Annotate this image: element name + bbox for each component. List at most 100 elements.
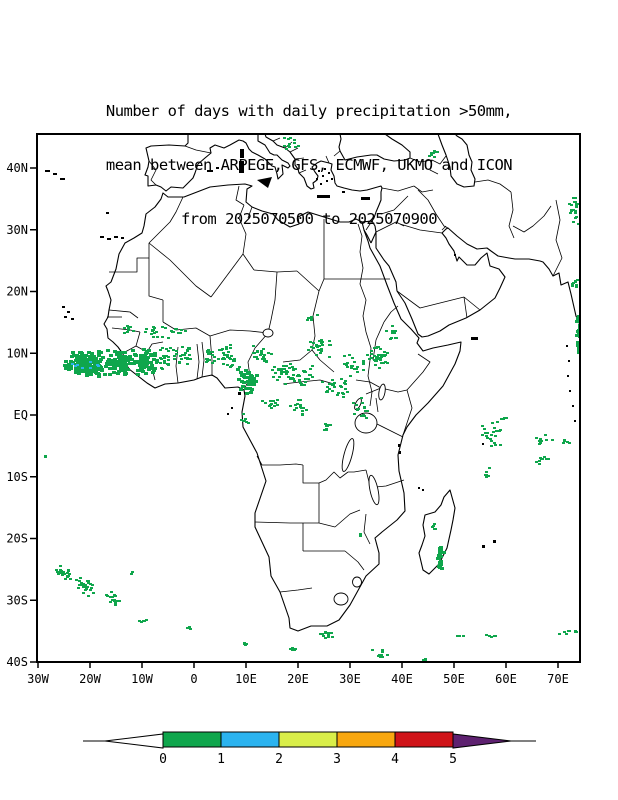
precip-speckle: [260, 350, 263, 352]
precip-speckle: [545, 458, 548, 460]
country-border: [413, 185, 434, 193]
precip-speckle: [127, 329, 130, 331]
precip-speckle: [287, 376, 290, 378]
precip-speckle: [71, 363, 74, 365]
precip-speckle: [562, 442, 565, 444]
precip-speckle: [310, 316, 313, 318]
precip-speckle: [241, 385, 245, 388]
precip-speckle: [437, 565, 441, 568]
country-border: [376, 423, 404, 438]
precip-speckle: [500, 418, 503, 420]
precip-speckle: [89, 367, 92, 369]
island: [328, 172, 330, 174]
precip-speckle: [322, 635, 325, 637]
precip-speckle: [433, 156, 436, 158]
precip-speckle: [244, 387, 248, 390]
precip-speckle: [352, 402, 355, 404]
coastline: [264, 134, 383, 223]
precip-speckle: [432, 525, 435, 527]
precip-speckle: [133, 360, 137, 363]
precip-speckle: [492, 431, 495, 433]
precip-speckle: [483, 428, 486, 430]
precip-speckle: [359, 535, 362, 537]
precip-speckle: [74, 365, 77, 367]
precip-speckle: [288, 143, 291, 145]
precip-speckle: [152, 369, 156, 372]
precip-speckle: [394, 330, 397, 332]
precip-speckle: [379, 348, 382, 350]
colorbar-label: 1: [217, 752, 225, 767]
precip-speckle: [139, 360, 143, 363]
precip-speckle: [77, 370, 81, 373]
precip-speckle: [343, 363, 346, 365]
precip-speckle: [87, 351, 91, 354]
precip-speckle: [115, 364, 119, 367]
precip-speckle: [568, 442, 571, 444]
precip-speckle: [572, 282, 575, 284]
precip-speckle: [262, 356, 265, 358]
lat-tick-label: 20S: [6, 532, 28, 546]
precip-speckle: [152, 336, 155, 338]
precip-speckle: [92, 592, 95, 594]
lon-tick-label: 50E: [443, 672, 465, 686]
precip-speckle: [324, 423, 327, 425]
precip-speckle: [84, 584, 87, 586]
precip-speckle: [175, 353, 178, 355]
precip-speckle: [123, 327, 126, 329]
precip-speckle: [131, 349, 135, 352]
precip-speckle: [225, 346, 228, 348]
precip-speckle: [278, 376, 281, 378]
precip-speckle: [156, 360, 159, 362]
precip-speckle: [250, 379, 254, 382]
precip-speckle: [430, 152, 433, 154]
precip-speckle: [134, 354, 138, 357]
precip-speckle: [126, 368, 130, 371]
precip-speckle: [570, 210, 573, 212]
precip-speckle: [90, 370, 94, 373]
island: [317, 195, 330, 198]
lat-tick-label: 10N: [6, 346, 28, 360]
precip-speckle: [344, 380, 347, 382]
precip-speckle: [330, 632, 333, 634]
precip-speckle: [116, 351, 120, 354]
precip-speckle: [142, 348, 146, 351]
precip-speckle: [120, 369, 124, 372]
precip-speckle: [82, 592, 85, 594]
precip-speckle: [97, 353, 101, 356]
precip-speckle: [71, 351, 75, 354]
precip-speckle: [139, 366, 143, 369]
precip-speckle: [242, 420, 245, 422]
precip-speckle: [63, 364, 67, 367]
precip-speckle: [167, 356, 170, 358]
precip-speckle: [205, 361, 208, 363]
precip-speckle: [145, 350, 149, 353]
precip-speckle: [249, 374, 253, 377]
precip-speckle: [225, 348, 228, 350]
precip-speckle: [112, 364, 116, 367]
precip-speckle: [389, 338, 392, 340]
precip-speckle: [373, 347, 376, 349]
precip-speckle: [94, 371, 98, 374]
lake: [354, 412, 378, 434]
precip-speckle: [68, 573, 71, 575]
precip-speckle: [151, 371, 155, 374]
precip-speckle: [457, 635, 460, 637]
precip-speckle: [273, 366, 276, 368]
country-border: [209, 329, 269, 337]
lon-tick-label: 0: [190, 672, 197, 686]
precip-speckle: [320, 348, 323, 350]
precip-speckle: [130, 358, 134, 361]
precip-speckle: [370, 357, 373, 359]
lat-tick-label: 20N: [6, 285, 28, 299]
country-border: [402, 389, 413, 436]
precip-speckle: [298, 379, 301, 381]
precip-speckle: [345, 364, 348, 366]
precip-speckle: [328, 388, 331, 390]
country-border: [508, 191, 515, 239]
lon-tick-label: 30E: [339, 672, 361, 686]
precip-speckle: [123, 366, 127, 369]
precip-speckle: [109, 354, 113, 357]
precip-speckle: [350, 365, 353, 367]
precip-speckle: [75, 579, 78, 581]
